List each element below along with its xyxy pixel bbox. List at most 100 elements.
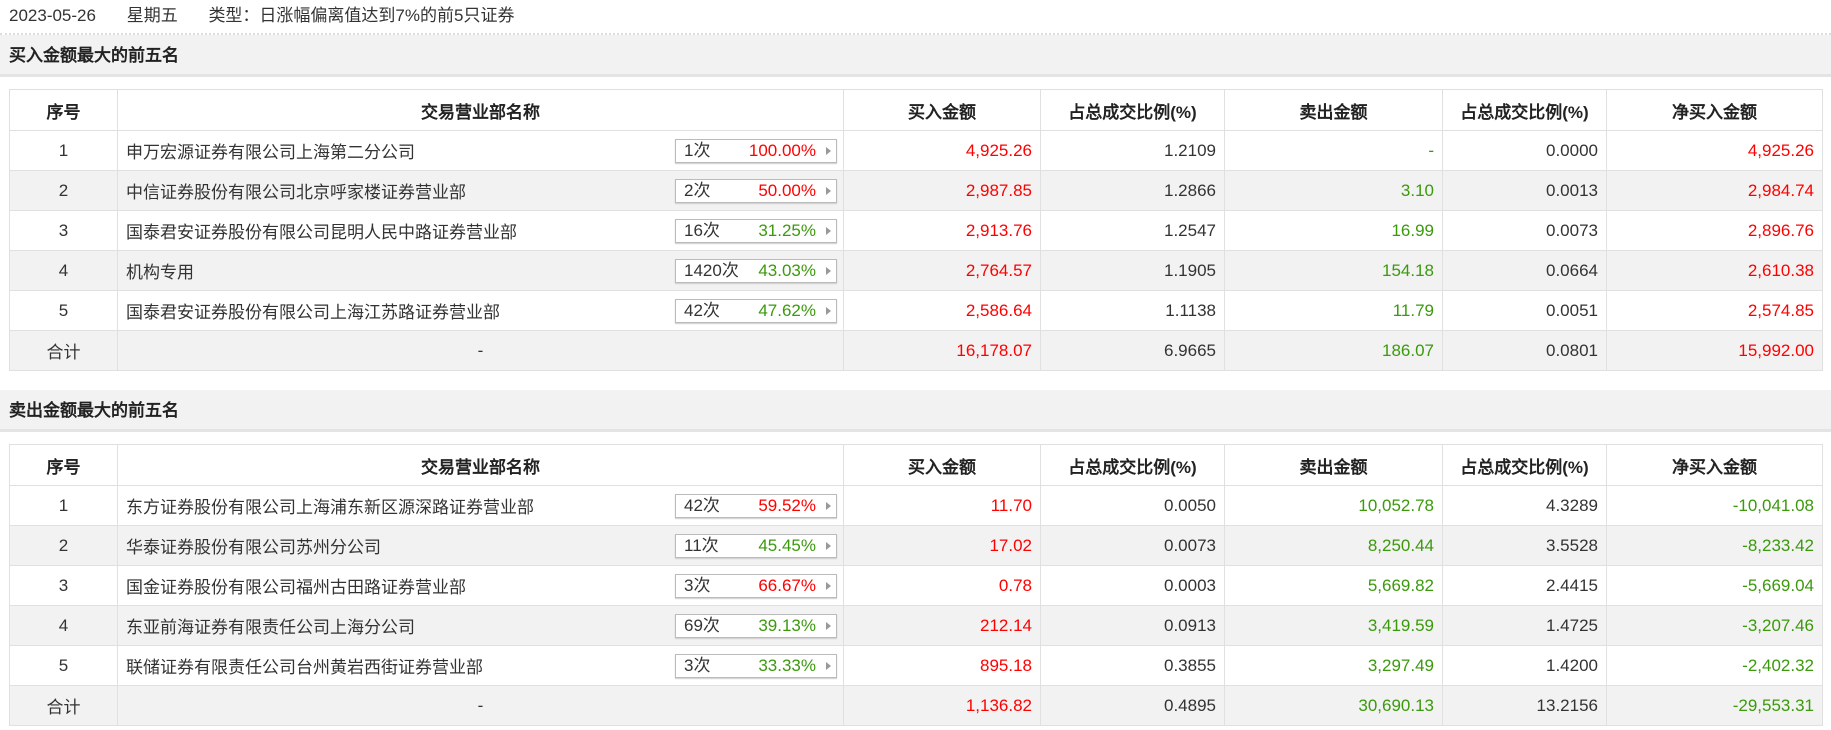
sell-amount: 154.18: [1224, 250, 1443, 291]
buy-pct: 0.0913: [1040, 605, 1225, 646]
row-number: 3: [9, 210, 118, 251]
arrow-right-icon: [826, 502, 831, 510]
times: 42次: [684, 496, 720, 515]
history-badge[interactable]: 2次 50.00%: [675, 179, 837, 203]
sell-section-title: 卖出金额最大的前五名: [0, 390, 1831, 432]
table-row: 3 国泰君安证券股份有限公司昆明人民中路证券营业部 16次 31.25% 2,91…: [9, 210, 1823, 251]
branch-name[interactable]: 机构专用: [126, 263, 194, 282]
buy-amount: 895.18: [843, 645, 1041, 686]
arrow-right-icon: [826, 662, 831, 670]
history-badge[interactable]: 16次 31.25%: [675, 219, 837, 243]
sell-pct: 1.4200: [1442, 645, 1607, 686]
sell-pct: 2.4415: [1442, 565, 1607, 606]
row-number: 1: [9, 485, 118, 526]
column-header: 卖出金额: [1224, 89, 1443, 131]
branch-name-cell: 国泰君安证券股份有限公司上海江苏路证券营业部 42次 47.62%: [117, 290, 844, 331]
buy-pct: 0.0073: [1040, 525, 1225, 566]
column-header: 占总成交比例(%): [1040, 444, 1225, 486]
column-header: 交易营业部名称: [117, 444, 844, 486]
history-badge[interactable]: 3次 33.33%: [675, 654, 837, 678]
history-badge[interactable]: 42次 47.62%: [675, 299, 837, 323]
net-amount: 4,925.26: [1606, 130, 1823, 171]
buy-amount: 2,913.76: [843, 210, 1041, 251]
history-badge[interactable]: 42次 59.52%: [675, 494, 837, 518]
branch-name[interactable]: 国泰君安证券股份有限公司昆明人民中路证券营业部: [126, 223, 517, 242]
column-header: 序号: [9, 444, 118, 486]
buy-amount: 17.02: [843, 525, 1041, 566]
branch-name[interactable]: 联储证券有限责任公司台州黄岩西街证券营业部: [126, 658, 483, 677]
sell-pct: 1.4725: [1442, 605, 1607, 646]
date: 2023-05-26: [9, 6, 96, 25]
win-rate: 66.67%: [758, 576, 816, 595]
sell-amount: 3.10: [1224, 170, 1443, 211]
arrow-right-icon: [826, 542, 831, 550]
buy-amount: 0.78: [843, 565, 1041, 606]
branch-name[interactable]: 国泰君安证券股份有限公司上海江苏路证券营业部: [126, 303, 500, 322]
net-amount: 2,984.74: [1606, 170, 1823, 211]
times: 3次: [684, 656, 711, 675]
times: 11次: [684, 536, 719, 555]
arrow-right-icon: [826, 307, 831, 315]
buy-pct: 0.0003: [1040, 565, 1225, 606]
total-label: 合计: [9, 685, 118, 726]
branch-name[interactable]: 东亚前海证券有限责任公司上海分公司: [126, 618, 415, 637]
total-sell: 186.07: [1224, 330, 1443, 371]
table-row: 1 申万宏源证券有限公司上海第二分公司 1次 100.00% 4,925.26 1…: [9, 130, 1823, 171]
total-buy: 16,178.07: [843, 330, 1041, 371]
table-row: 5 国泰君安证券股份有限公司上海江苏路证券营业部 42次 47.62% 2,586…: [9, 290, 1823, 331]
win-rate: 100.00%: [748, 141, 816, 160]
win-rate: 47.62%: [758, 301, 816, 320]
arrow-right-icon: [826, 267, 831, 275]
branch-name[interactable]: 国金证券股份有限公司福州古田路证券营业部: [126, 578, 466, 597]
arrow-right-icon: [826, 582, 831, 590]
times: 69次: [684, 616, 720, 635]
row-number: 4: [9, 250, 118, 291]
row-number: 1: [9, 130, 118, 171]
win-rate: 31.25%: [758, 221, 816, 240]
history-badge[interactable]: 1420次 43.03%: [675, 259, 837, 283]
branch-name-cell: 国金证券股份有限公司福州古田路证券营业部 3次 66.67%: [117, 565, 844, 606]
net-amount: 2,574.85: [1606, 290, 1823, 331]
history-badge[interactable]: 69次 39.13%: [675, 614, 837, 638]
history-badge[interactable]: 1次 100.00%: [675, 139, 837, 163]
branch-name[interactable]: 中信证券股份有限公司北京呼家楼证券营业部: [126, 183, 466, 202]
table-row: 3 国金证券股份有限公司福州古田路证券营业部 3次 66.67% 0.78 0.0…: [9, 565, 1823, 606]
table-row: 2 华泰证券股份有限公司苏州分公司 11次 45.45% 17.02 0.0073…: [9, 525, 1823, 566]
history-badge[interactable]: 11次 45.45%: [675, 534, 837, 558]
total-buy: 1,136.82: [843, 685, 1041, 726]
buy-amount: 212.14: [843, 605, 1041, 646]
branch-name[interactable]: 申万宏源证券有限公司上海第二分公司: [126, 143, 415, 162]
buy-amount: 2,586.64: [843, 290, 1041, 331]
total-net: 15,992.00: [1606, 330, 1823, 371]
total-name: -: [117, 685, 844, 726]
buy-amount: 11.70: [843, 485, 1041, 526]
branch-name-cell: 国泰君安证券股份有限公司昆明人民中路证券营业部 16次 31.25%: [117, 210, 844, 251]
sell-pct: 0.0000: [1442, 130, 1607, 171]
total-label: 合计: [9, 330, 118, 371]
branch-name[interactable]: 华泰证券股份有限公司苏州分公司: [126, 538, 381, 557]
sell-pct: 0.0051: [1442, 290, 1607, 331]
weekday: 星期五: [126, 6, 178, 25]
history-badge[interactable]: 3次 66.67%: [675, 574, 837, 598]
total-name: -: [117, 330, 844, 371]
buy-pct: 0.0050: [1040, 485, 1225, 526]
total-sell: 30,690.13: [1224, 685, 1443, 726]
sell-amount: 10,052.78: [1224, 485, 1443, 526]
buy-amount: 2,987.85: [843, 170, 1041, 211]
header-row: 序号 交易营业部名称 买入金额 占总成交比例(%) 卖出金额 占总成交比例(%) 净买入金额: [9, 444, 1823, 486]
net-amount: -5,669.04: [1606, 565, 1823, 606]
win-rate: 39.13%: [758, 616, 816, 635]
branch-name[interactable]: 东方证券股份有限公司上海浦东新区源深路证券营业部: [126, 498, 534, 517]
buy-amount: 2,764.57: [843, 250, 1041, 291]
branch-name-cell: 申万宏源证券有限公司上海第二分公司 1次 100.00%: [117, 130, 844, 171]
sell-pct: 3.5528: [1442, 525, 1607, 566]
net-amount: -10,041.08: [1606, 485, 1823, 526]
row-number: 5: [9, 290, 118, 331]
table-row: 4 机构专用 1420次 43.03% 2,764.57 1.1905 154.1…: [9, 250, 1823, 291]
sell-pct: 0.0073: [1442, 210, 1607, 251]
times: 3次: [684, 576, 711, 595]
net-amount: 2,610.38: [1606, 250, 1823, 291]
total-row: 合计 - 1,136.82 0.4895 30,690.13 13.2156 -…: [9, 685, 1823, 726]
column-header: 占总成交比例(%): [1442, 89, 1607, 131]
type-label: 类型：日涨幅偏离值达到7%的前5只证券: [208, 6, 515, 25]
